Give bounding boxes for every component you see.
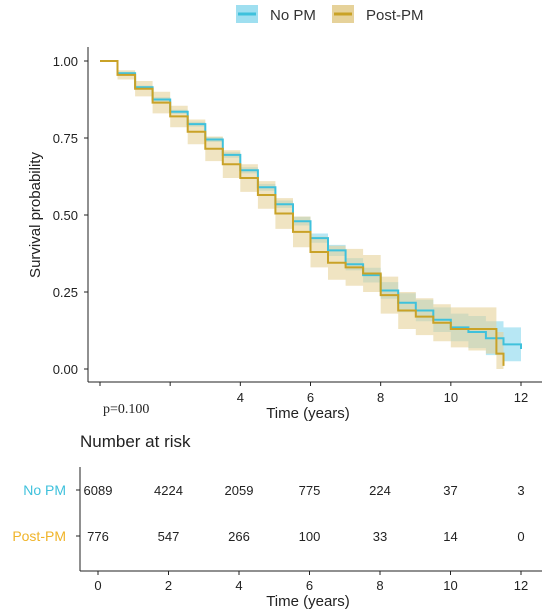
risk-count-no-pm: 224 bbox=[369, 483, 391, 498]
risk-table-rows: No PM 6089 4224 2059 775 224 37 3 Post-PM 776 547 2… bbox=[12, 482, 524, 544]
legend-label-no-pm: No PM bbox=[270, 7, 316, 24]
legend-label-post-pm: Post-PM bbox=[366, 7, 424, 24]
curve-post-pm bbox=[100, 60, 505, 366]
risk-x-axis-label: Time (years) bbox=[266, 593, 350, 610]
risk-table-title: Number at risk bbox=[80, 432, 191, 451]
y-tick-label: 0.25 bbox=[53, 285, 78, 300]
x-tick-label: 4 bbox=[237, 390, 244, 405]
risk-x-tick-label: 4 bbox=[235, 578, 242, 593]
risk-count-no-pm: 4224 bbox=[154, 483, 183, 498]
x-axis-label: Time (years) bbox=[266, 405, 350, 422]
risk-count-post-pm: 776 bbox=[87, 529, 109, 544]
risk-count-no-pm: 3 bbox=[517, 483, 524, 498]
risk-count-no-pm: 6089 bbox=[84, 483, 113, 498]
y-tick-label: 1.00 bbox=[53, 54, 78, 69]
y-tick-label: 0.75 bbox=[53, 131, 78, 146]
risk-x-tick-label: 6 bbox=[306, 578, 313, 593]
y-axis-label: Survival probability bbox=[27, 152, 44, 278]
risk-count-post-pm: 14 bbox=[443, 529, 457, 544]
y-ticks: 0.00 0.25 0.50 0.75 1.00 bbox=[53, 54, 88, 377]
x-tick-label: 8 bbox=[377, 390, 384, 405]
x-tick-label: 6 bbox=[307, 390, 314, 405]
risk-x-tick-label: 0 bbox=[94, 578, 101, 593]
risk-x-tick-label: 12 bbox=[514, 578, 528, 593]
risk-count-post-pm: 547 bbox=[158, 529, 180, 544]
risk-count-no-pm: 37 bbox=[443, 483, 457, 498]
risk-count-no-pm: 2059 bbox=[225, 483, 254, 498]
risk-count-post-pm: 33 bbox=[373, 529, 387, 544]
x-tick-label: 12 bbox=[514, 390, 528, 405]
risk-count-post-pm: 266 bbox=[228, 529, 250, 544]
y-tick-label: 0.00 bbox=[53, 362, 78, 377]
risk-count-post-pm: 0 bbox=[517, 529, 524, 544]
legend: No PM Post-PM bbox=[236, 5, 424, 24]
risk-x-tick-label: 10 bbox=[443, 578, 457, 593]
risk-row-label-no-pm: No PM bbox=[23, 482, 66, 498]
survival-curves bbox=[100, 60, 522, 366]
risk-table: Number at risk No PM 6089 4224 2059 775 224 37… bbox=[12, 432, 542, 610]
risk-count-no-pm: 775 bbox=[299, 483, 321, 498]
y-tick-label: 0.50 bbox=[53, 208, 78, 223]
risk-row-label-post-pm: Post-PM bbox=[12, 528, 66, 544]
x-ticks: 4 6 8 10 12 bbox=[99, 382, 528, 405]
risk-x-tick-label: 2 bbox=[165, 578, 172, 593]
risk-x-tick-label: 8 bbox=[376, 578, 383, 593]
p-value-annotation: p=0.100 bbox=[103, 402, 149, 417]
risk-x-ticks: 0 2 4 6 8 10 12 bbox=[94, 571, 528, 593]
x-tick-label: 10 bbox=[444, 390, 458, 405]
confidence-bands bbox=[100, 61, 521, 369]
band-post-pm bbox=[100, 61, 504, 369]
risk-count-post-pm: 100 bbox=[299, 529, 321, 544]
survival-plot: 0.00 0.25 0.50 0.75 1.00 4 6 8 10 12 Survival pr… bbox=[27, 47, 542, 422]
